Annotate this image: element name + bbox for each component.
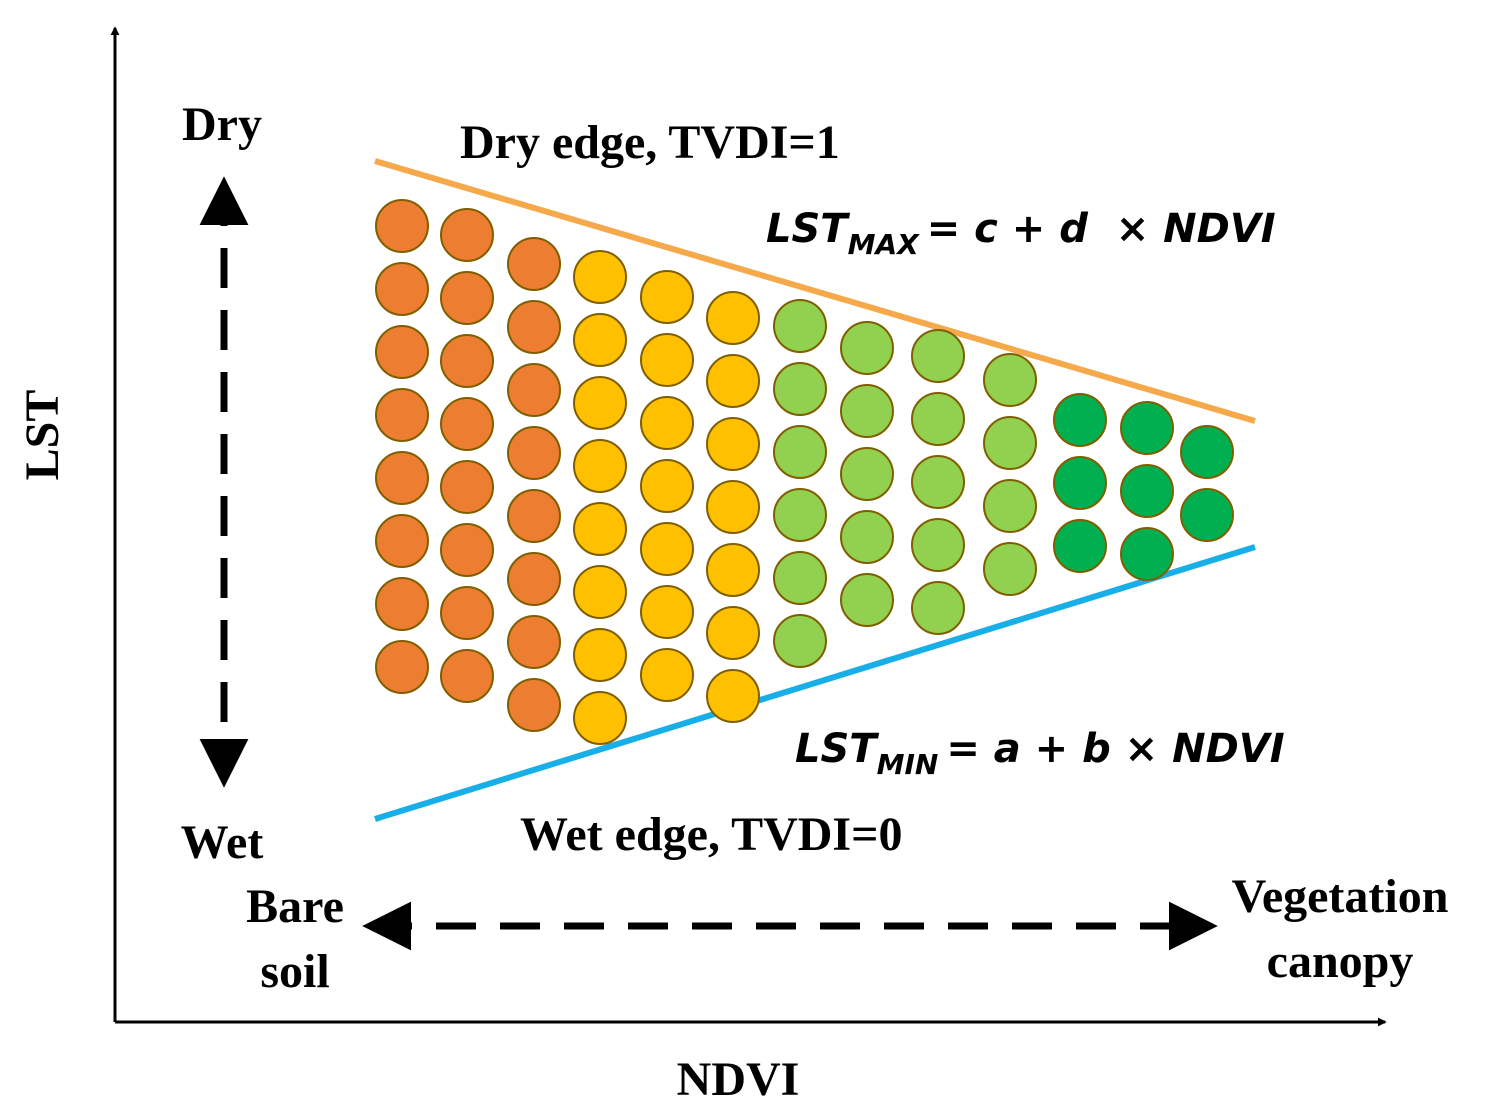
point-sparse-vegetation: [912, 582, 964, 634]
point-bare: [508, 301, 560, 353]
point-bare: [508, 616, 560, 668]
point-dense-vegetation: [1121, 402, 1173, 454]
bare-soil-label-line1: Bare: [246, 880, 344, 933]
point-transition: [574, 251, 626, 303]
point-transition: [574, 566, 626, 618]
point-sparse-vegetation: [984, 354, 1036, 406]
point-sparse-vegetation: [774, 552, 826, 604]
point-sparse-vegetation: [912, 519, 964, 571]
point-bare: [441, 587, 493, 639]
point-transition: [641, 271, 693, 323]
point-dense-vegetation: [1054, 457, 1106, 509]
point-sparse-vegetation: [774, 489, 826, 541]
point-bare: [376, 578, 428, 630]
point-bare: [376, 200, 428, 252]
wet-label: Wet: [181, 816, 264, 869]
point-bare: [376, 641, 428, 693]
point-bare: [508, 364, 560, 416]
point-bare: [441, 335, 493, 387]
wet-edge-equation: LSTMIN = a + b × NDVI: [795, 726, 1285, 781]
wet-edge-equation-subscript: MIN: [877, 748, 939, 781]
point-transition: [574, 440, 626, 492]
dry-edge-equation: LSTMAX = c + d × NDVI: [766, 206, 1276, 261]
point-dense-vegetation: [1181, 489, 1233, 541]
point-transition: [574, 377, 626, 429]
point-sparse-vegetation: [774, 426, 826, 478]
point-transition: [707, 418, 759, 470]
point-sparse-vegetation: [774, 300, 826, 352]
vegetation-canopy-label-line1: Vegetation: [1232, 870, 1449, 923]
point-transition: [707, 607, 759, 659]
point-sparse-vegetation: [774, 615, 826, 667]
point-transition: [707, 292, 759, 344]
point-sparse-vegetation: [912, 330, 964, 382]
point-bare: [441, 272, 493, 324]
point-sparse-vegetation: [774, 363, 826, 415]
point-sparse-vegetation: [984, 480, 1036, 532]
point-dense-vegetation: [1054, 394, 1106, 446]
point-bare: [508, 238, 560, 290]
point-bare: [508, 427, 560, 479]
point-transition: [641, 523, 693, 575]
point-transition: [574, 314, 626, 366]
point-transition: [641, 586, 693, 638]
point-bare: [441, 398, 493, 450]
point-bare: [441, 209, 493, 261]
point-transition: [641, 397, 693, 449]
point-transition: [641, 460, 693, 512]
point-transition: [641, 649, 693, 701]
point-dense-vegetation: [1121, 465, 1173, 517]
point-sparse-vegetation: [841, 574, 893, 626]
point-bare: [441, 524, 493, 576]
point-bare: [441, 650, 493, 702]
point-bare: [376, 452, 428, 504]
point-sparse-vegetation: [912, 393, 964, 445]
point-bare: [376, 389, 428, 441]
point-bare: [376, 263, 428, 315]
point-bare: [376, 515, 428, 567]
point-transition: [574, 692, 626, 744]
point-sparse-vegetation: [841, 511, 893, 563]
scatter-points: [376, 200, 1233, 744]
wet-edge-equation-lhs: LST: [795, 726, 879, 772]
wet-edge-label: Wet edge, TVDI=0: [520, 808, 902, 861]
dry-edge-equation-lhs: LST: [766, 206, 850, 252]
tvdi-triangle-diagram: LST NDVI Dry Wet Bare soil Vegetation ca…: [0, 0, 1491, 1117]
point-bare: [508, 553, 560, 605]
point-bare: [376, 326, 428, 378]
point-transition: [707, 355, 759, 407]
wet-edge-equation-rhs: = a + b × NDVI: [946, 726, 1284, 772]
point-transition: [707, 481, 759, 533]
point-transition: [574, 503, 626, 555]
dry-edge-equation-subscript: MAX: [848, 228, 921, 261]
vegetation-canopy-label-line2: canopy: [1267, 935, 1414, 988]
x-axis-label: NDVI: [677, 1053, 800, 1106]
bare-soil-label-line2: soil: [260, 945, 329, 998]
point-sparse-vegetation: [841, 385, 893, 437]
point-sparse-vegetation: [984, 543, 1036, 595]
point-transition: [707, 670, 759, 722]
dry-edge-label: Dry edge, TVDI=1: [460, 116, 840, 169]
point-dense-vegetation: [1181, 426, 1233, 478]
point-sparse-vegetation: [912, 456, 964, 508]
point-sparse-vegetation: [841, 322, 893, 374]
point-dense-vegetation: [1054, 520, 1106, 572]
point-bare: [441, 461, 493, 513]
dry-label: Dry: [182, 98, 262, 151]
point-sparse-vegetation: [841, 448, 893, 500]
point-transition: [574, 629, 626, 681]
point-dense-vegetation: [1121, 528, 1173, 580]
point-transition: [641, 334, 693, 386]
y-axis-label: LST: [16, 390, 69, 481]
point-sparse-vegetation: [984, 417, 1036, 469]
point-transition: [707, 544, 759, 596]
point-bare: [508, 490, 560, 542]
dry-edge-equation-rhs: = c + d × NDVI: [927, 206, 1276, 252]
point-bare: [508, 679, 560, 731]
